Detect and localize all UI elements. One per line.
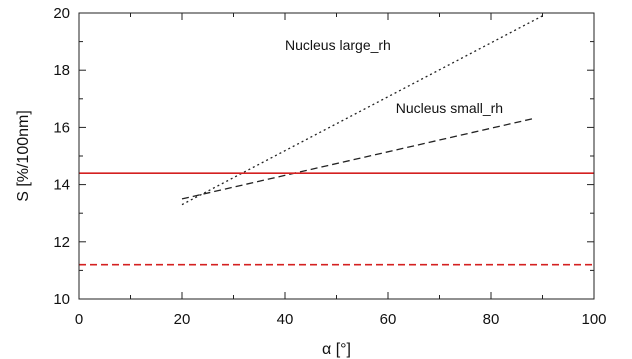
axis-ticks (78, 12, 595, 300)
x-tick-label: 40 (277, 311, 294, 328)
y-tick-label: 12 (53, 234, 70, 251)
x-axis-label: α [°] (322, 341, 351, 358)
x-tick-label: 80 (483, 311, 500, 328)
x-tick-label: 0 (75, 311, 83, 328)
annotation-label: Nucleus large_rh (285, 37, 391, 53)
plot-data-layer (79, 15, 594, 266)
y-tick-label: 20 (53, 5, 70, 22)
y-axis-label: S [%/100nm] (15, 110, 32, 202)
x-tick-label: 20 (174, 311, 191, 328)
plot-frame (78, 12, 595, 300)
y-tick-label: 16 (53, 119, 70, 136)
annotations: Nucleus large_rh Nucleus small_rh (285, 37, 503, 116)
y-tick-label: 10 (53, 291, 70, 308)
tick-labels: 0 20 40 60 80 100 10 12 14 16 18 20 (53, 5, 606, 328)
y-tick-label: 18 (53, 62, 70, 79)
x-tick-label: 100 (581, 311, 606, 328)
y-tick-label: 14 (53, 177, 70, 194)
x-tick-label: 60 (380, 311, 397, 328)
annotation-label: Nucleus small_rh (396, 100, 503, 116)
series-line-2 (181, 118, 533, 200)
